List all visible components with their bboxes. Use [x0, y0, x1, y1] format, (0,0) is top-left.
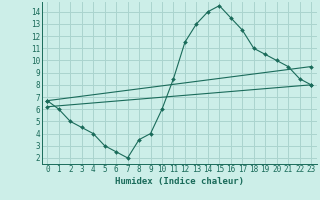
X-axis label: Humidex (Indice chaleur): Humidex (Indice chaleur): [115, 177, 244, 186]
